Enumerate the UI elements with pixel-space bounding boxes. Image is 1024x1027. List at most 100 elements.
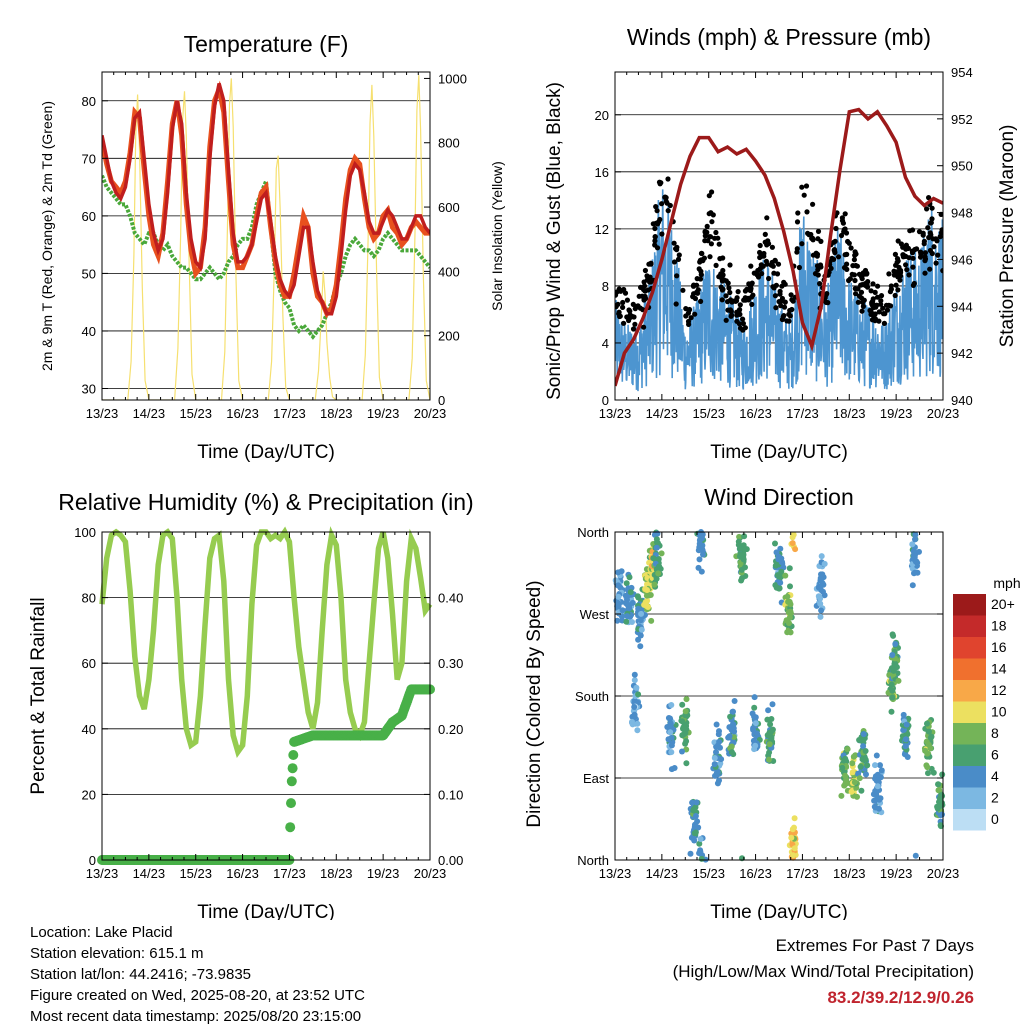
y-tick-label: 0 [89, 853, 96, 868]
gust-point [833, 225, 839, 232]
direction-point [615, 603, 622, 610]
x-tick-label: 14/23 [646, 406, 679, 421]
direction-point [861, 757, 868, 763]
gust-point [851, 257, 858, 263]
direction-point [656, 563, 663, 570]
direction-point [751, 694, 758, 701]
direction-point [692, 813, 699, 819]
direction-point [626, 605, 633, 612]
gust-point [862, 282, 869, 288]
x-axis-label: Time (Day/UTC) [197, 902, 335, 920]
direction-point [935, 787, 942, 794]
direction-point [792, 546, 799, 553]
legend-label: 8 [991, 725, 999, 741]
gust-point [894, 269, 900, 275]
gust-point [717, 256, 723, 262]
direction-point [821, 560, 828, 567]
legend-swatch [953, 658, 986, 680]
gust-point [720, 267, 726, 274]
direction-point [765, 707, 772, 714]
direction-point [647, 592, 654, 598]
gust-point [872, 289, 878, 295]
direction-point [769, 726, 776, 733]
gust-point [787, 313, 793, 319]
direction-point [916, 548, 922, 555]
direction-point [856, 775, 863, 782]
gust-point [615, 289, 620, 295]
direction-point [784, 629, 791, 636]
x-tick-label: 16/23 [739, 406, 772, 421]
direction-point [619, 607, 626, 614]
gust-point [810, 237, 816, 243]
gust-point [894, 256, 901, 262]
gust-point [938, 211, 943, 217]
direction-point [623, 580, 630, 587]
legend-label: 14 [991, 661, 1007, 677]
gust-point [779, 316, 786, 323]
gust-point [764, 215, 770, 221]
legend-label: 16 [991, 639, 1007, 655]
gust-point [764, 261, 770, 267]
direction-point [631, 714, 638, 721]
direction-point [912, 531, 919, 538]
direction-point [878, 767, 885, 774]
gust-point [855, 286, 861, 292]
gust-point [766, 275, 772, 282]
direction-point [911, 569, 918, 576]
direction-point [642, 586, 649, 592]
direction-point [736, 545, 743, 552]
direction-point [634, 720, 641, 727]
gust-point [729, 299, 735, 305]
direction-point [926, 728, 932, 735]
gust-point [905, 245, 912, 251]
y-tick-label: 60 [82, 656, 96, 671]
direction-point [890, 667, 897, 674]
gust-point [872, 318, 878, 324]
gust-point [924, 206, 930, 212]
y2-tick-label: 946 [951, 252, 973, 267]
direction-point [786, 565, 793, 572]
gust-point [781, 313, 787, 319]
gust-point [772, 258, 778, 264]
y-tick-label: 70 [82, 151, 96, 166]
gust-point [644, 277, 651, 283]
gust-point [653, 204, 659, 210]
direction-point [623, 618, 630, 625]
legend-swatch [953, 787, 986, 809]
y-tick-label: 30 [82, 381, 96, 396]
direction-point [622, 592, 629, 599]
y-tick-label: 40 [82, 722, 96, 737]
x-tick-label: 19/23 [367, 406, 400, 421]
y2-tick-label: 0 [438, 393, 445, 408]
direction-point [679, 718, 686, 725]
gust-point [620, 304, 626, 310]
chart-title: Temperature (F) [184, 31, 349, 57]
direction-point [667, 729, 674, 736]
direction-point [633, 684, 640, 691]
direction-point [668, 749, 675, 756]
gust-point [917, 254, 924, 260]
gust-point [848, 245, 854, 251]
gust-point [855, 299, 861, 305]
direction-point [629, 599, 636, 606]
direction-point [740, 556, 747, 563]
gust-point [878, 293, 885, 299]
gust-point [906, 255, 912, 261]
direction-point [695, 547, 702, 554]
direction-point [698, 855, 705, 862]
x-tick-label: 20/23 [414, 406, 447, 421]
gust-point [856, 293, 863, 299]
panel-4: 13/23 14/23 15/23 16/23 17/23 18/23 19/23 20/23… [524, 484, 1021, 923]
direction-point [768, 734, 775, 741]
gust-point [641, 283, 648, 289]
direction-point [858, 787, 865, 794]
direction-point [671, 765, 678, 771]
direction-point [696, 556, 703, 563]
gust-point [853, 262, 859, 269]
y-axis-label: Direction (Colored By Speed) [524, 580, 545, 827]
direction-point [637, 643, 644, 650]
direction-point [682, 708, 689, 715]
rh-series-line [99, 526, 433, 759]
gust-point [755, 274, 762, 280]
gust-point [794, 246, 800, 252]
